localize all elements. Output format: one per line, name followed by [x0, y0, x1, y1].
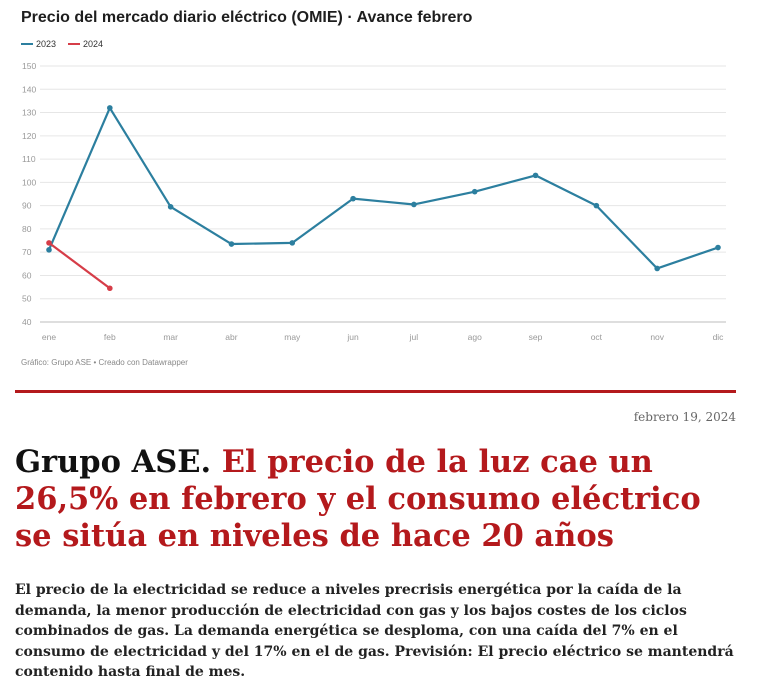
x-tick-label: may	[284, 332, 301, 342]
x-tick-label: jul	[409, 332, 419, 342]
x-tick-label: jun	[346, 332, 359, 342]
legend-swatch-2023	[21, 43, 33, 45]
legend-swatch-2024	[68, 43, 81, 45]
article-date: febrero 19, 2024	[633, 410, 736, 424]
data-point-2023	[228, 241, 235, 247]
data-point-2023	[532, 172, 539, 179]
y-tick-label: 80	[22, 224, 32, 234]
chart-source: Gráfico: Grupo ASE • Creado con Datawrap…	[21, 358, 188, 367]
legend-item-2023: 2023	[21, 39, 56, 49]
article-summary: El precio de la electricidad se reduce a…	[15, 582, 734, 680]
data-point-2023	[715, 244, 721, 251]
legend-label-2023: 2023	[36, 39, 57, 49]
y-tick-label: 150	[22, 61, 36, 71]
chart-legend: 2023 2024	[21, 39, 103, 49]
x-tick-label: oct	[591, 332, 603, 342]
x-tick-label: sep	[529, 332, 543, 342]
chart-title: Precio del mercado diario eléctrico (OMI…	[21, 9, 473, 26]
data-point-2023	[411, 201, 417, 208]
y-tick-label: 40	[22, 317, 32, 327]
x-tick-label: mar	[163, 332, 178, 342]
section-divider	[15, 390, 736, 393]
x-tick-label: feb	[104, 332, 116, 342]
headline-title: El precio de la luz cae un 26,5% en febr…	[15, 444, 701, 554]
y-tick-label: 50	[22, 294, 32, 304]
y-tick-label: 70	[22, 247, 32, 257]
x-tick-label: nov	[650, 332, 664, 342]
y-tick-label: 60	[22, 270, 32, 280]
x-tick-label: abr	[225, 332, 237, 342]
data-point-2023	[167, 204, 174, 210]
data-point-2024	[107, 285, 113, 292]
y-tick-label: 140	[22, 84, 36, 94]
y-tick-label: 110	[22, 154, 36, 164]
x-tick-label: ago	[468, 332, 482, 342]
data-point-2023	[107, 105, 113, 111]
y-tick-label: 90	[22, 201, 32, 211]
data-point-2023	[593, 202, 600, 209]
data-point-2023	[350, 195, 356, 202]
chart-container: Precio del mercado diario eléctrico (OMI…	[21, 9, 726, 367]
x-tick-label: dic	[713, 332, 725, 342]
data-point-2024	[46, 240, 52, 246]
y-tick-label: 120	[22, 131, 36, 141]
data-point-2023	[46, 247, 52, 253]
series-line-2024	[48, 241, 111, 290]
data-point-2023	[471, 188, 478, 195]
y-tick-label: 130	[22, 108, 36, 118]
legend-label-2024: 2024	[83, 39, 104, 49]
headline-brand: Grupo ASE.	[15, 444, 212, 480]
data-point-2023	[289, 240, 296, 246]
line-chart: 40 50 60 70 80 90 100 110 120 130 140 150 ene feb mar a…	[22, 61, 726, 342]
article-headline[interactable]: Grupo ASE. El precio de la luz cae un 26…	[15, 444, 745, 555]
series-line-2023	[47, 106, 719, 270]
y-tick-label: 100	[22, 177, 36, 187]
legend-item-2024: 2024	[68, 39, 103, 49]
x-tick-label: ene	[42, 332, 56, 342]
data-point-2023	[654, 265, 660, 272]
